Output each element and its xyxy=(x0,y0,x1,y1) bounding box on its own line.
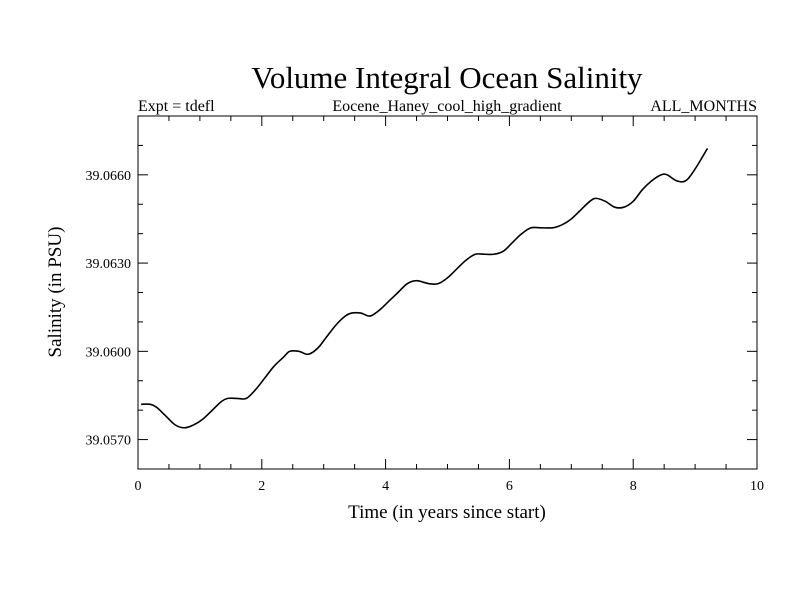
x-tick-label: 6 xyxy=(506,479,513,494)
series-line xyxy=(141,147,709,429)
x-tick-label: 2 xyxy=(258,479,265,494)
x-tick-label: 0 xyxy=(135,479,142,494)
y-axis-label: Salinity (in PSU) xyxy=(45,227,66,358)
x-tick-label: 4 xyxy=(382,479,389,494)
x-tick-label: 8 xyxy=(630,479,637,494)
experiment-label: Expt = tdefl xyxy=(138,98,215,115)
months-label: ALL_MONTHS xyxy=(650,98,757,115)
x-tick-label: 10 xyxy=(750,479,764,494)
y-tick-label: 39.0570 xyxy=(86,434,132,449)
y-tick-label: 39.0660 xyxy=(86,169,132,184)
axis-ticks: 0 2 4 6 8 10 39.0570 39.0600 39.0630 39.0660 xyxy=(86,115,764,494)
chart-title: Volume Integral Ocean Salinity xyxy=(251,60,643,95)
y-tick-label: 39.0630 xyxy=(86,257,132,272)
y-tick-label: 39.0600 xyxy=(86,345,132,360)
plot-frame xyxy=(137,115,758,470)
experiment-name-label: Eocene_Haney_cool_high_gradient xyxy=(332,98,562,115)
x-axis-label: Time (in years since start) xyxy=(348,502,546,523)
